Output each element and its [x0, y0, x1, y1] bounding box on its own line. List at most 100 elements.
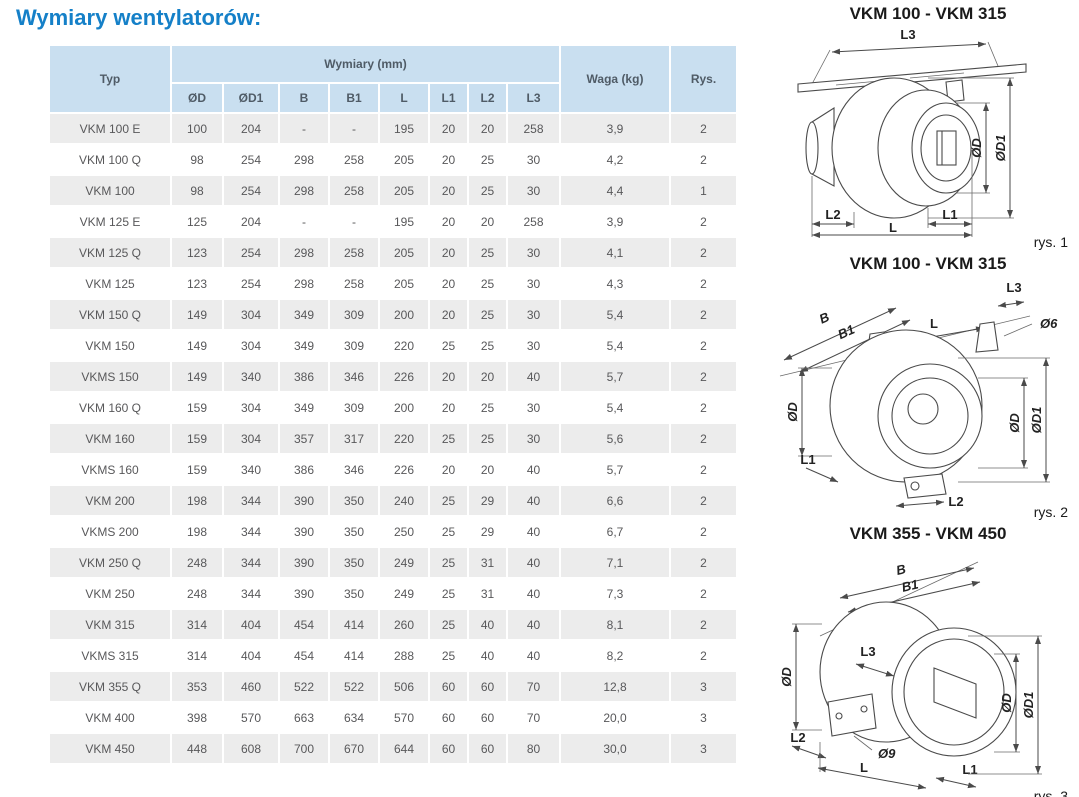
table-row: VKM 355 Q 353 460 522 522 506 60 60 70 1…	[50, 672, 736, 701]
cell-od: 248	[172, 579, 222, 608]
cell-b: 390	[280, 517, 328, 546]
cell-rys: 2	[671, 393, 736, 422]
cell-l1: 25	[430, 517, 467, 546]
cell-waga: 20,0	[561, 703, 669, 732]
table-row: VKM 450 448 608 700 670 644 60 60 80 30,…	[50, 734, 736, 763]
cell-waga: 4,4	[561, 176, 669, 205]
cell-typ: VKM 125 E	[50, 207, 170, 236]
cell-l: 205	[380, 176, 428, 205]
cell-b: 298	[280, 238, 328, 267]
cell-l3: 30	[508, 238, 559, 267]
cell-rys: 2	[671, 486, 736, 515]
cell-od1: 570	[224, 703, 278, 732]
cell-od1: 254	[224, 145, 278, 174]
cell-od1: 304	[224, 393, 278, 422]
cell-typ: VKM 125 Q	[50, 238, 170, 267]
table-row: VKM 160 159 304 357 317 220 25 25 30 5,6…	[50, 424, 736, 453]
cell-b1: -	[330, 207, 378, 236]
cell-b: 522	[280, 672, 328, 701]
cell-l2: 25	[469, 393, 506, 422]
cell-l3: 30	[508, 393, 559, 422]
cell-l1: 60	[430, 672, 467, 701]
cell-waga: 12,8	[561, 672, 669, 701]
drawing-2-title: VKM 100 - VKM 315	[849, 254, 1007, 273]
cell-od1: 304	[224, 300, 278, 329]
table-row: VKM 160 Q 159 304 349 309 200 20 25 30 5…	[50, 393, 736, 422]
cell-od: 314	[172, 641, 222, 670]
table-row: VKM 125 E 125 204 - - 195 20 20 258 3,9 …	[50, 207, 736, 236]
dim-label-od: ØD	[1007, 413, 1022, 433]
cell-l1: 25	[430, 424, 467, 453]
dim-label-od-left: ØD	[779, 667, 794, 687]
cell-od: 398	[172, 703, 222, 732]
cell-l1: 20	[430, 300, 467, 329]
cell-od1: 344	[224, 517, 278, 546]
cell-rys: 3	[671, 734, 736, 763]
cell-l: 205	[380, 145, 428, 174]
cell-l1: 20	[430, 114, 467, 143]
cell-od1: 608	[224, 734, 278, 763]
cell-l3: 30	[508, 269, 559, 298]
cell-l: 249	[380, 579, 428, 608]
cell-typ: VKM 250 Q	[50, 548, 170, 577]
table-row: VKM 125 123 254 298 258 205 20 25 30 4,3…	[50, 269, 736, 298]
cell-waga: 3,9	[561, 114, 669, 143]
cell-typ: VKM 250	[50, 579, 170, 608]
cell-b1: 346	[330, 455, 378, 484]
cell-waga: 5,4	[561, 393, 669, 422]
cell-l: 260	[380, 610, 428, 639]
cell-l: 226	[380, 455, 428, 484]
cell-l2: 60	[469, 734, 506, 763]
cell-od: 448	[172, 734, 222, 763]
col-header-l: L	[380, 84, 428, 112]
cell-waga: 30,0	[561, 734, 669, 763]
cell-od: 353	[172, 672, 222, 701]
cell-l2: 25	[469, 269, 506, 298]
cell-waga: 8,2	[561, 641, 669, 670]
drawings-column: VKM 100 - VKM 315 L3	[778, 0, 1078, 797]
dim-label-l1: L1	[800, 452, 815, 467]
cell-b1: 258	[330, 145, 378, 174]
dim-label-od1: ØD1	[1021, 692, 1036, 719]
cell-b: 390	[280, 486, 328, 515]
cell-l3: 40	[508, 486, 559, 515]
cell-typ: VKM 100 Q	[50, 145, 170, 174]
cell-od: 123	[172, 238, 222, 267]
cell-typ: VKMS 150	[50, 362, 170, 391]
cell-l1: 25	[430, 548, 467, 577]
cell-waga: 5,4	[561, 331, 669, 360]
cell-rys: 2	[671, 114, 736, 143]
cell-l2: 20	[469, 114, 506, 143]
cell-l: 195	[380, 114, 428, 143]
drawing-3-title: VKM 355 - VKM 450	[849, 524, 1007, 543]
cell-waga: 4,2	[561, 145, 669, 174]
cell-b1: 258	[330, 269, 378, 298]
cell-l3: 30	[508, 300, 559, 329]
cell-l2: 29	[469, 517, 506, 546]
dim-label-l2: L2	[948, 494, 963, 508]
cell-b: 349	[280, 331, 328, 360]
dim-label-l: L	[889, 220, 897, 235]
dim-label-b: B	[895, 561, 908, 578]
cell-b1: 634	[330, 703, 378, 732]
cell-l2: 25	[469, 424, 506, 453]
drawing-2: VKM 100 - VKM 315 B B1 L L3	[778, 254, 1078, 522]
drawing-1-caption: rys. 1	[1033, 234, 1068, 250]
cell-l2: 25	[469, 145, 506, 174]
dim-label-o6: Ø6	[1040, 316, 1058, 331]
dim-label-od: ØD	[969, 138, 984, 158]
cell-l: 200	[380, 300, 428, 329]
cell-od: 314	[172, 610, 222, 639]
cell-b: -	[280, 114, 328, 143]
cell-l: 200	[380, 393, 428, 422]
cell-l2: 25	[469, 300, 506, 329]
cell-od1: 254	[224, 269, 278, 298]
cell-b: 663	[280, 703, 328, 732]
cell-b1: 350	[330, 548, 378, 577]
col-header-rys: Rys.	[671, 46, 736, 112]
cell-l: 506	[380, 672, 428, 701]
cell-l3: 258	[508, 207, 559, 236]
cell-l3: 80	[508, 734, 559, 763]
cell-od: 198	[172, 517, 222, 546]
cell-rys: 3	[671, 672, 736, 701]
